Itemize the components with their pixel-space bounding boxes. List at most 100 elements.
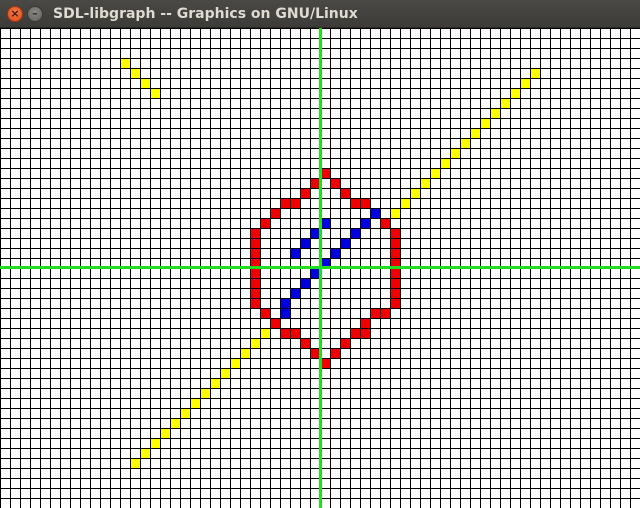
- red-pixel: [361, 319, 370, 328]
- close-window-button[interactable]: ×: [7, 6, 23, 22]
- red-pixel: [331, 179, 340, 188]
- yellow-pixel: [151, 439, 160, 448]
- yellow-pixel: [241, 349, 250, 358]
- red-pixel: [391, 239, 400, 248]
- blue-pixel: [311, 269, 320, 278]
- red-pixel: [251, 269, 260, 278]
- red-pixel: [361, 329, 370, 338]
- yellow-pixel: [191, 399, 200, 408]
- yellow-pixel: [481, 119, 490, 128]
- red-pixel: [351, 329, 360, 338]
- yellow-pixel: [131, 459, 140, 468]
- yellow-pixel: [411, 189, 420, 198]
- yellow-pixel: [401, 199, 410, 208]
- red-pixel: [251, 249, 260, 258]
- red-pixel: [251, 299, 260, 308]
- red-pixel: [261, 219, 270, 228]
- red-pixel: [301, 189, 310, 198]
- red-pixel: [391, 229, 400, 238]
- yellow-pixel: [141, 449, 150, 458]
- yellow-pixel: [531, 69, 540, 78]
- blue-pixel: [361, 219, 370, 228]
- yellow-pixel: [521, 79, 530, 88]
- yellow-pixel: [151, 89, 160, 98]
- yellow-pixel: [181, 409, 190, 418]
- red-pixel: [251, 289, 260, 298]
- red-pixel: [271, 319, 280, 328]
- red-pixel: [311, 179, 320, 188]
- yellow-pixel: [501, 99, 510, 108]
- red-pixel: [251, 229, 260, 238]
- red-pixel: [361, 199, 370, 208]
- yellow-pixel: [461, 139, 470, 148]
- yellow-pixel: [391, 209, 400, 218]
- red-pixel: [381, 219, 390, 228]
- red-pixel: [331, 349, 340, 358]
- red-pixel: [381, 309, 390, 318]
- red-pixel: [261, 309, 270, 318]
- red-pixel: [341, 339, 350, 348]
- blue-pixel: [341, 239, 350, 248]
- blue-pixel: [301, 279, 310, 288]
- yellow-pixel: [471, 129, 480, 138]
- yellow-pixel: [201, 389, 210, 398]
- yellow-pixel: [421, 179, 430, 188]
- yellow-pixel-group: [121, 59, 540, 468]
- window-title: SDL-libgraph -- Graphics on GNU/Linux: [53, 6, 358, 22]
- red-pixel: [371, 309, 380, 318]
- red-pixel: [321, 359, 330, 368]
- red-pixel: [311, 349, 320, 358]
- blue-pixel: [371, 209, 380, 218]
- blue-pixel: [291, 249, 300, 258]
- blue-pixel-group: [281, 209, 380, 318]
- red-pixel: [391, 299, 400, 308]
- red-pixel: [391, 259, 400, 268]
- red-pixel: [351, 199, 360, 208]
- yellow-pixel: [141, 79, 150, 88]
- red-pixel: [321, 169, 330, 178]
- blue-pixel: [291, 289, 300, 298]
- red-pixel: [291, 199, 300, 208]
- yellow-pixel: [161, 429, 170, 438]
- red-pixel: [251, 239, 260, 248]
- blue-pixel: [331, 249, 340, 258]
- red-pixel: [341, 189, 350, 198]
- blue-pixel: [351, 229, 360, 238]
- yellow-pixel: [121, 59, 130, 68]
- blue-pixel: [281, 299, 290, 308]
- yellow-pixel: [431, 169, 440, 178]
- blue-pixel: [281, 309, 290, 318]
- yellow-pixel: [441, 159, 450, 168]
- red-pixel: [271, 209, 280, 218]
- red-pixel: [281, 329, 290, 338]
- yellow-pixel: [251, 339, 260, 348]
- red-pixel: [391, 249, 400, 258]
- yellow-pixel: [131, 69, 140, 78]
- red-pixel: [251, 259, 260, 268]
- red-pixel: [391, 279, 400, 288]
- red-pixel: [301, 339, 310, 348]
- graphics-canvas[interactable]: [0, 28, 640, 508]
- yellow-pixel: [211, 379, 220, 388]
- close-icon: ×: [10, 7, 20, 20]
- yellow-pixel: [491, 109, 500, 118]
- yellow-pixel: [221, 369, 230, 378]
- blue-pixel: [311, 229, 320, 238]
- blue-pixel: [321, 219, 330, 228]
- red-pixel: [391, 269, 400, 278]
- yellow-pixel: [451, 149, 460, 158]
- red-pixel: [281, 199, 290, 208]
- red-pixel: [291, 329, 300, 338]
- yellow-pixel: [261, 329, 270, 338]
- red-pixel: [391, 289, 400, 298]
- red-pixel-group: [251, 169, 400, 368]
- minimize-icon: –: [32, 7, 38, 20]
- x-axis-line: [0, 266, 640, 269]
- blue-pixel: [301, 239, 310, 248]
- red-pixel: [251, 279, 260, 288]
- yellow-pixel: [511, 89, 520, 98]
- minimize-window-button[interactable]: –: [27, 6, 43, 22]
- yellow-pixel: [231, 359, 240, 368]
- title-bar[interactable]: × – SDL-libgraph -- Graphics on GNU/Linu…: [0, 0, 640, 28]
